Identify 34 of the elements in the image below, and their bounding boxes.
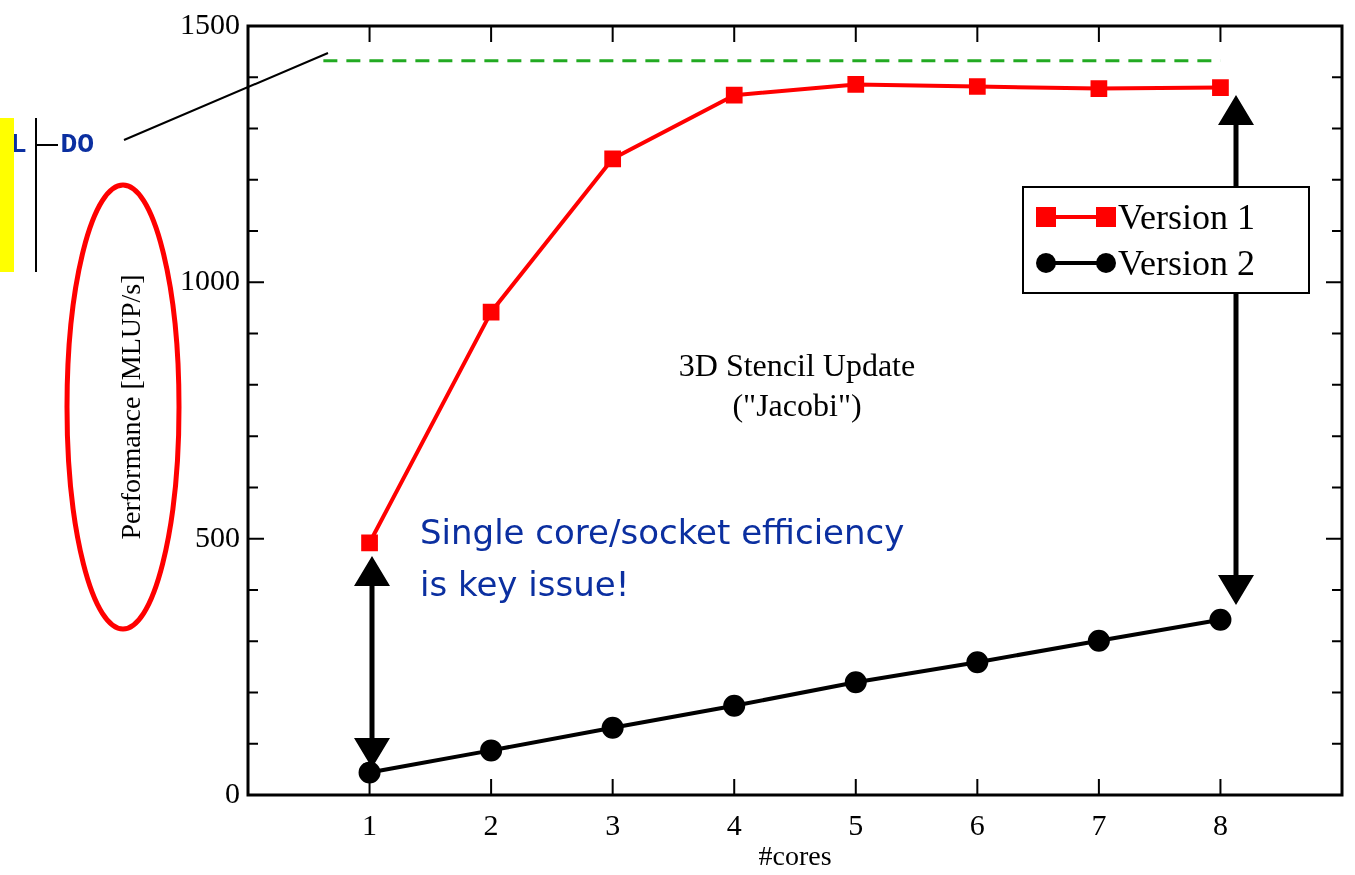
point [361,534,378,552]
point [968,78,986,95]
x-tick-label: 2 [483,807,499,841]
x-tick-label: 1 [362,807,378,841]
y-tick-label: 1500 [180,6,240,40]
x-tick-label: 7 [1091,807,1107,841]
point [847,76,865,93]
x-tick-label: 3 [605,807,621,841]
x-axis-title: #cores [758,840,832,872]
point [482,303,500,321]
point [966,651,989,674]
legend-label: Version 2 [1118,242,1255,284]
point [1090,80,1108,97]
y-tick-label: 500 [195,519,240,553]
x-tick-label: 5 [848,807,864,841]
point [601,716,624,739]
point [1209,608,1232,631]
x-tick-label: 4 [726,807,742,841]
point [723,694,746,717]
y-tick-label: 0 [225,775,240,809]
y-axis-title: Performance [MLUP/s] [115,274,147,540]
point [1087,629,1110,652]
x-tick-label: 8 [1212,807,1228,841]
legend-label: Version 1 [1118,196,1255,238]
point [358,761,381,784]
annotation: 3D Stencil Update ("Jacobi") [678,347,916,424]
point [725,86,743,104]
point [1212,79,1229,96]
point [844,671,867,694]
annotation: Single core/socket efficiency is key issue! [420,511,905,604]
point [604,150,622,168]
x-tick-label: 6 [969,807,985,841]
y-tick-label: 1000 [180,263,240,297]
point [480,739,503,762]
